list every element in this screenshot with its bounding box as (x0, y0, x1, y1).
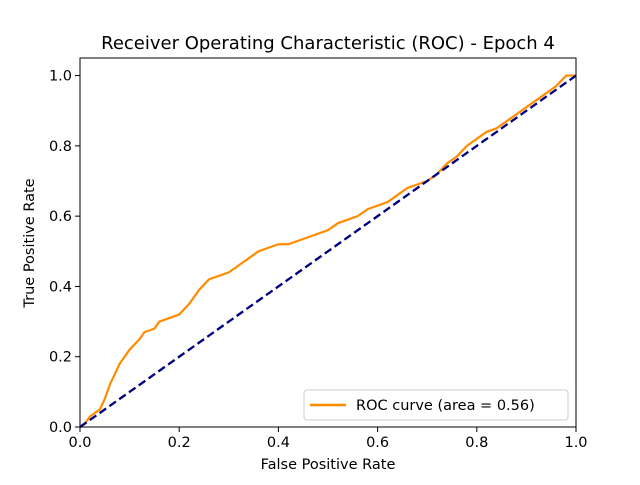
x-tick-label: 0.6 (366, 435, 389, 451)
y-tick-label: 0.0 (49, 420, 72, 436)
x-tick-label: 0.2 (168, 435, 191, 451)
chart-title: Receiver Operating Characteristic (ROC) … (101, 33, 555, 54)
legend-label-roc: ROC curve (area = 0.56) (356, 398, 535, 414)
y-tick-label: 0.2 (49, 350, 72, 366)
y-tick-label: 0.8 (49, 139, 72, 155)
plot-area (79, 74, 577, 428)
x-axis-label: False Positive Rate (261, 457, 396, 473)
y-tick-label: 1.0 (49, 69, 72, 85)
y-tick-label: 0.6 (49, 209, 72, 225)
axis-ticks: 0.0 0.2 0.4 0.6 0.8 1.0 0.0 0.2 0.4 0.6 0.8 1.0 (49, 69, 588, 451)
legend-box (303, 389, 569, 421)
chance-diagonal-line (79, 74, 577, 428)
roc-curve-line (79, 74, 576, 428)
plot-frame (79, 57, 577, 428)
x-tick-label: 0.4 (267, 435, 290, 451)
x-tick-label: 0.0 (68, 435, 91, 451)
y-axis-label: True Positive Rate (22, 178, 38, 308)
y-tick-label: 0.4 (49, 279, 72, 295)
x-tick-label: 1.0 (564, 435, 587, 451)
legend: ROC curve (area = 0.56) (303, 389, 569, 421)
x-tick-label: 0.8 (465, 435, 488, 451)
